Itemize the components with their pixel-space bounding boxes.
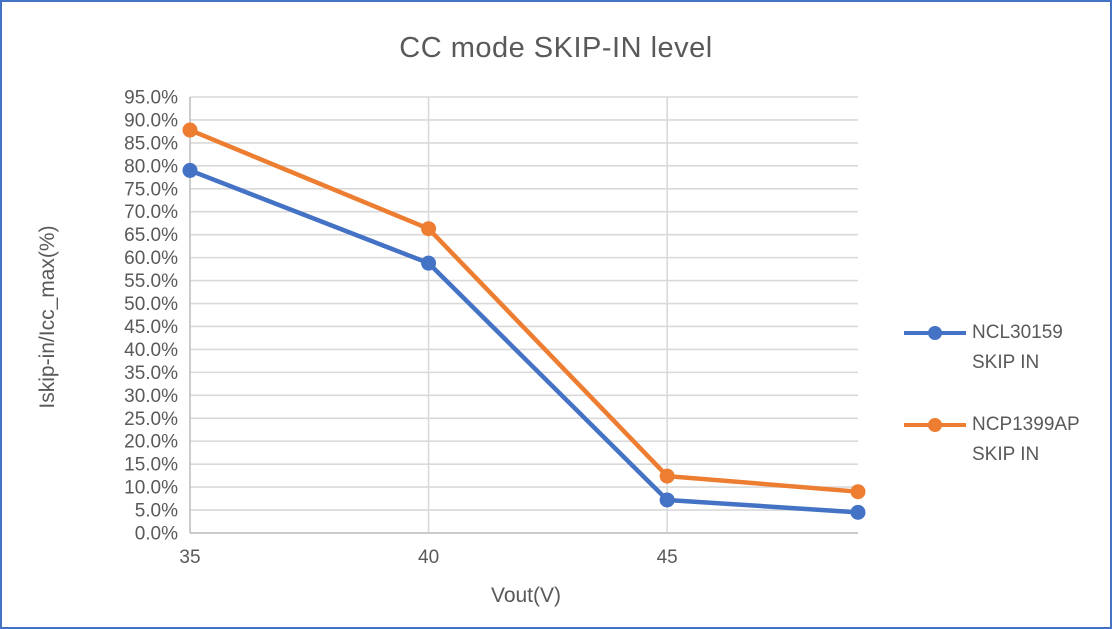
x-tick-label: 45 xyxy=(657,547,678,568)
data-point-marker xyxy=(850,484,866,500)
legend-entry: NCP1399AP SKIP IN xyxy=(904,410,1080,470)
x-tick-label: 35 xyxy=(179,547,200,568)
y-tick-label: 90.0% xyxy=(124,110,178,131)
data-point-marker xyxy=(421,221,437,237)
legend-label: NCP1399AP SKIP IN xyxy=(972,414,1080,465)
y-tick-label: 5.0% xyxy=(135,501,178,522)
y-tick-label: 60.0% xyxy=(124,248,178,269)
y-tick-label: 25.0% xyxy=(124,409,178,430)
legend-marker-icon xyxy=(904,410,966,440)
data-point-marker xyxy=(182,122,198,138)
y-tick-label: 35.0% xyxy=(124,363,178,384)
data-point-marker xyxy=(421,255,437,271)
data-point-marker xyxy=(182,162,198,178)
y-tick-label: 95.0% xyxy=(124,88,178,109)
data-point-marker xyxy=(659,468,675,484)
y-tick-label: 15.0% xyxy=(124,455,178,476)
y-tick-label: 10.0% xyxy=(124,478,178,499)
series-line xyxy=(189,168,859,515)
y-tick-label: 65.0% xyxy=(124,225,178,246)
y-tick-label: 30.0% xyxy=(124,386,178,407)
y-tick-label: 85.0% xyxy=(124,133,178,154)
y-tick-label: 75.0% xyxy=(124,179,178,200)
y-tick-label: 0.0% xyxy=(135,524,178,545)
y-tick-label: 20.0% xyxy=(124,432,178,453)
data-point-marker xyxy=(850,504,866,520)
y-tick-label: 50.0% xyxy=(124,294,178,315)
data-point-marker xyxy=(659,492,675,508)
chart-title: CC mode SKIP-IN level xyxy=(399,32,713,64)
y-tick-label: 40.0% xyxy=(124,340,178,361)
series-line xyxy=(189,127,859,494)
y-tick-label: 45.0% xyxy=(124,317,178,338)
x-tick-label: 40 xyxy=(418,547,439,568)
legend-label: NCL30159 SKIP IN xyxy=(972,322,1063,373)
x-axis-title: Vout(V) xyxy=(490,584,562,607)
y-tick-label: 55.0% xyxy=(124,271,178,292)
legend-marker-icon xyxy=(904,318,966,348)
y-tick-label: 80.0% xyxy=(124,156,178,177)
y-tick-label: 70.0% xyxy=(124,202,178,223)
legend-entry: NCL30159 SKIP IN xyxy=(904,318,1080,378)
legend: NCL30159 SKIP IN NCP1399AP SKIP IN xyxy=(904,318,1080,470)
